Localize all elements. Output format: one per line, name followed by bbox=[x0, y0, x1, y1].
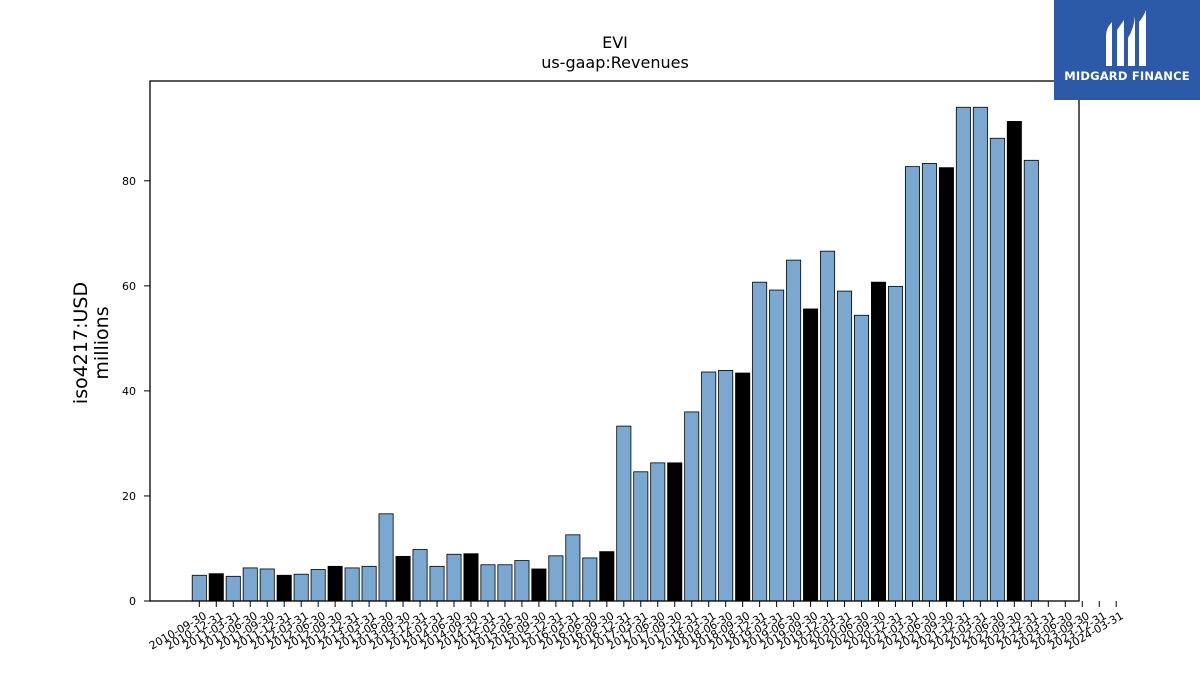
bar-2016-03-31 bbox=[565, 534, 581, 602]
bar-2021-09-30 bbox=[938, 167, 954, 602]
bar-2011-06-30 bbox=[242, 567, 258, 602]
y-tick-label: 80 bbox=[122, 175, 136, 188]
bar-2018-12-31 bbox=[752, 281, 768, 602]
plot-frame bbox=[149, 80, 1080, 602]
bar-2019-12-31 bbox=[820, 250, 836, 602]
midgard-finance-logo: MIDGARD FINANCE bbox=[1054, 0, 1200, 100]
midgard-logo-mark-icon bbox=[1106, 10, 1146, 66]
bar-2021-03-31 bbox=[904, 166, 920, 602]
bar-2018-06-30 bbox=[718, 370, 734, 602]
bar-2014-06-30 bbox=[446, 553, 462, 602]
bar-2021-06-30 bbox=[921, 163, 937, 602]
bar-2020-12-31 bbox=[887, 285, 903, 602]
bar-2014-03-31 bbox=[429, 565, 445, 602]
bar-2013-12-31 bbox=[412, 549, 428, 602]
bar-2022-09-30 bbox=[1006, 121, 1022, 602]
bar-2022-12-31 bbox=[1023, 159, 1039, 602]
bar-2022-06-30 bbox=[989, 137, 1005, 602]
bar-2012-09-30 bbox=[327, 565, 343, 602]
chart-title: EVI bbox=[602, 33, 628, 52]
bar-2020-09-30 bbox=[871, 281, 887, 602]
bar-series bbox=[191, 106, 1039, 602]
y-tick-label: 60 bbox=[122, 280, 136, 293]
bar-2012-03-31 bbox=[293, 573, 309, 602]
bar-2022-03-31 bbox=[972, 106, 988, 602]
bar-2014-09-30 bbox=[463, 553, 479, 602]
bar-2011-09-30 bbox=[259, 568, 275, 602]
bar-2010-12-31 bbox=[208, 573, 224, 602]
bar-2018-09-30 bbox=[735, 372, 751, 602]
bar-2016-09-30 bbox=[599, 551, 615, 602]
logo-text: MIDGARD FINANCE bbox=[1064, 69, 1190, 83]
x-axis: 2010-09-302010-12-312011-03-312011-06-30… bbox=[147, 601, 1126, 652]
bar-2017-09-30 bbox=[667, 462, 683, 602]
bar-2010-09-30 bbox=[191, 574, 207, 602]
bar-2020-03-31 bbox=[837, 290, 853, 602]
y-axis-label: iso4217:USD bbox=[70, 282, 92, 404]
bar-2018-03-31 bbox=[701, 371, 717, 602]
bar-2017-12-31 bbox=[684, 411, 700, 602]
bar-2015-09-30 bbox=[531, 568, 547, 602]
bar-2013-06-30 bbox=[378, 513, 394, 602]
bar-2015-12-31 bbox=[548, 555, 564, 602]
bar-2015-06-30 bbox=[514, 560, 530, 602]
bar-2020-06-30 bbox=[854, 314, 870, 602]
bar-2011-12-31 bbox=[276, 574, 292, 602]
bar-2012-06-30 bbox=[310, 569, 326, 602]
bar-2019-06-30 bbox=[786, 259, 802, 602]
bar-2017-06-30 bbox=[650, 462, 666, 602]
bar-2013-09-30 bbox=[395, 555, 411, 602]
bar-2015-03-31 bbox=[497, 564, 513, 602]
bar-2017-03-31 bbox=[633, 471, 649, 602]
bar-2014-12-31 bbox=[480, 564, 496, 602]
bar-2019-03-31 bbox=[769, 289, 785, 602]
y-axis: 0 20 40 60 80 bbox=[122, 175, 150, 608]
bar-2016-12-31 bbox=[616, 425, 632, 602]
bar-2013-03-31 bbox=[361, 565, 377, 602]
bar-2019-09-30 bbox=[803, 308, 819, 602]
bar-2021-12-31 bbox=[955, 106, 971, 602]
y-tick-label: 20 bbox=[122, 490, 136, 503]
y-tick-label: 0 bbox=[129, 595, 136, 608]
bar-2016-06-30 bbox=[582, 557, 598, 602]
bar-2011-03-31 bbox=[225, 575, 241, 602]
chart-subtitle: us-gaap:Revenues bbox=[541, 53, 689, 72]
bar-2012-12-31 bbox=[344, 567, 360, 602]
y-axis-units: millions bbox=[91, 306, 113, 379]
y-tick-label: 40 bbox=[122, 385, 136, 398]
